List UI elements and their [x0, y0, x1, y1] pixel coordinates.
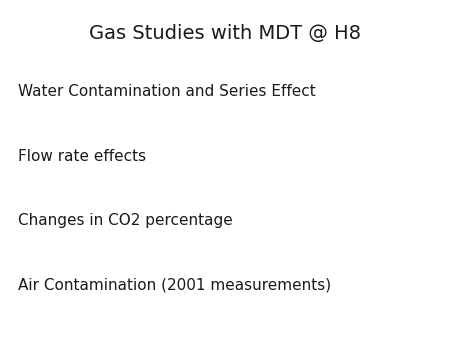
- Text: Flow rate effects: Flow rate effects: [18, 149, 146, 164]
- Text: Gas Studies with MDT @ H8: Gas Studies with MDT @ H8: [89, 24, 361, 43]
- Text: Changes in CO2 percentage: Changes in CO2 percentage: [18, 213, 233, 228]
- Text: Air Contamination (2001 measurements): Air Contamination (2001 measurements): [18, 277, 331, 292]
- Text: Water Contamination and Series Effect: Water Contamination and Series Effect: [18, 84, 316, 99]
